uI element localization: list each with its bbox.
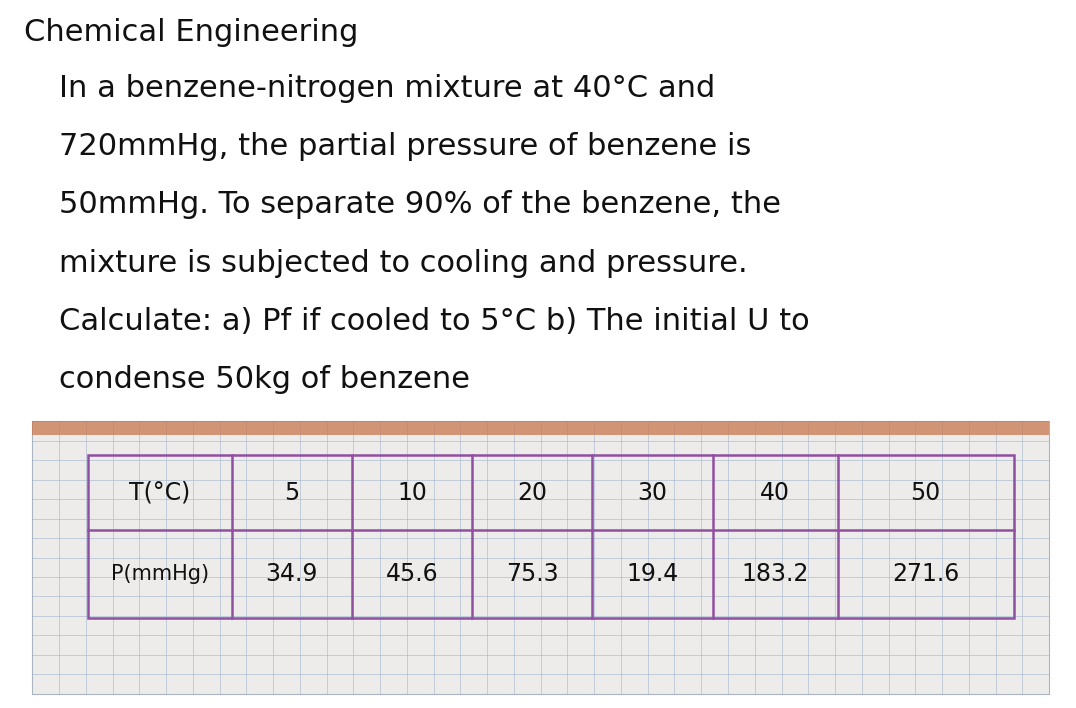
Text: 20: 20	[518, 481, 548, 505]
Text: Calculate: a) Pf if cooled to 5°C b) The initial U to: Calculate: a) Pf if cooled to 5°C b) The…	[59, 307, 810, 336]
Text: 30: 30	[638, 481, 667, 505]
Text: T(°C): T(°C)	[129, 481, 190, 505]
Text: 19.4: 19.4	[626, 562, 679, 586]
Bar	[88, 455, 1014, 617]
Text: 271.6: 271.6	[892, 562, 959, 586]
Text: condense 50kg of benzene: condense 50kg of benzene	[59, 365, 470, 394]
Text: 10: 10	[397, 481, 427, 505]
Text: 50: 50	[910, 481, 940, 505]
Text: 183.2: 183.2	[741, 562, 809, 586]
Text: 5: 5	[284, 481, 299, 505]
Text: mixture is subjected to cooling and pressure.: mixture is subjected to cooling and pres…	[59, 249, 748, 278]
Text: 40: 40	[761, 481, 790, 505]
Bar	[32, 421, 1049, 694]
Text: 720mmHg, the partial pressure of benzene is: 720mmHg, the partial pressure of benzene…	[59, 132, 751, 161]
Text: 34.9: 34.9	[266, 562, 318, 586]
Text: P(mmHg): P(mmHg)	[111, 564, 209, 584]
Text: 50mmHg. To separate 90% of the benzene, the: 50mmHg. To separate 90% of the benzene, …	[59, 190, 781, 219]
Text: In a benzene-nitrogen mixture at 40°C and: In a benzene-nitrogen mixture at 40°C an…	[59, 74, 716, 103]
Text: Chemical Engineering: Chemical Engineering	[24, 18, 358, 47]
Text: 75.3: 75.3	[506, 562, 558, 586]
Bar	[32, 421, 1049, 435]
Text: 45.6: 45.6	[386, 562, 438, 586]
